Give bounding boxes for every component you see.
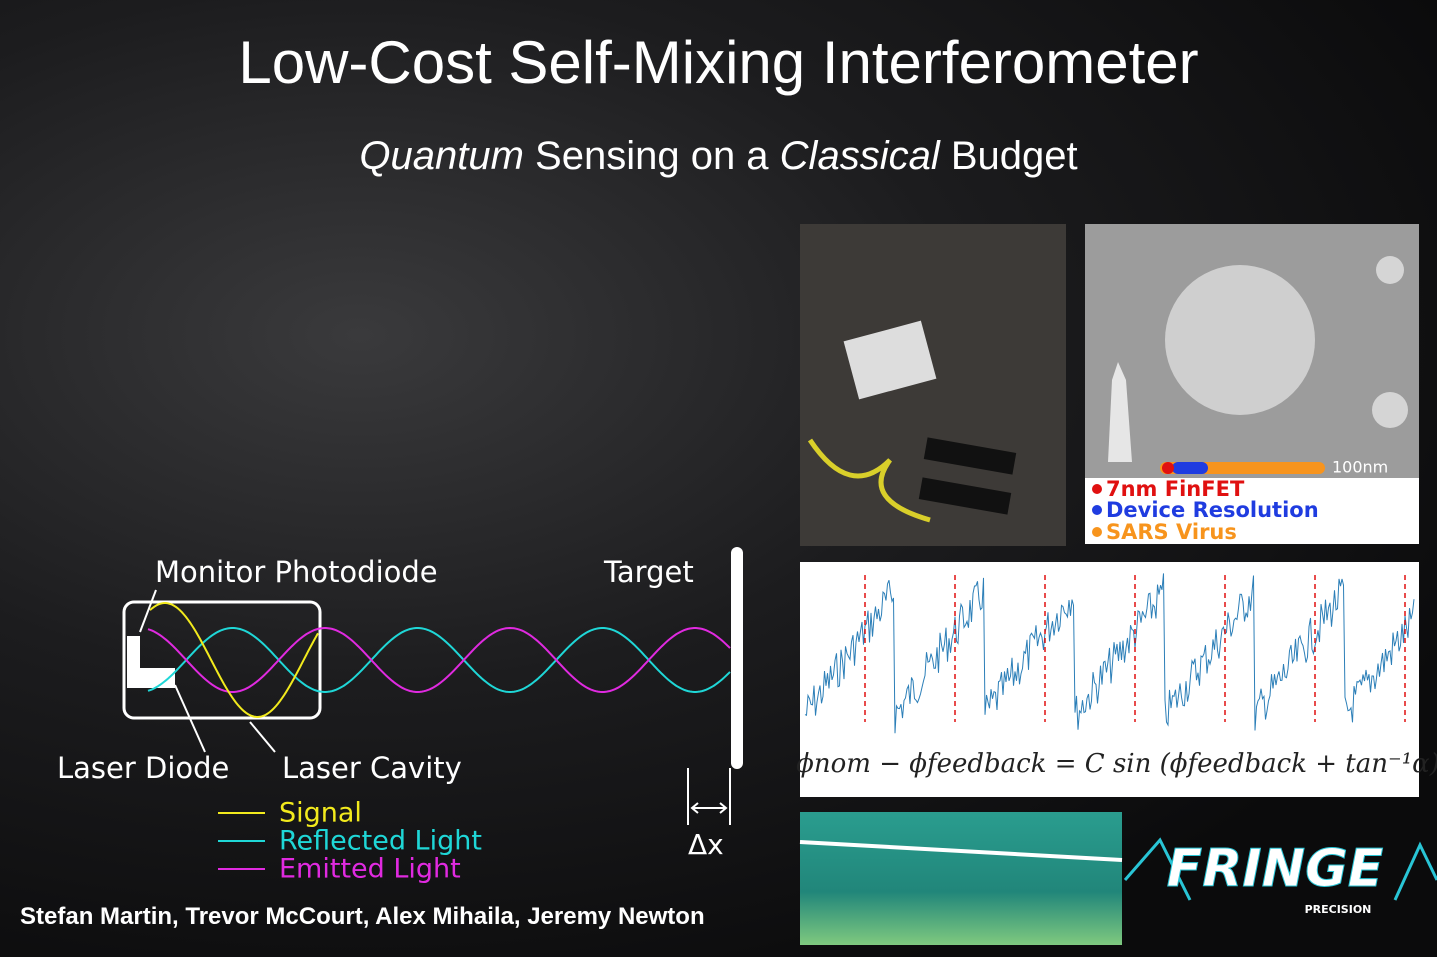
photo-cable [807, 438, 931, 523]
laser-diode [127, 636, 175, 688]
label: Laser Cavity [282, 751, 462, 785]
photo-battery [923, 437, 1017, 475]
signal-panel [800, 562, 1419, 797]
pointer [139, 589, 157, 633]
sem-legend: 7nm FinFET [1106, 477, 1245, 501]
scale-label: 100nm [1332, 458, 1388, 477]
sem-particle [1372, 392, 1408, 428]
photo-battery [918, 477, 1012, 515]
delta-arrow [690, 802, 728, 814]
subtitle: Quantum Sensing on a Classical Budget [0, 134, 1437, 179]
signal-plot [804, 573, 1415, 734]
subtitle-text: Sensing on a [535, 134, 769, 178]
scale-resolution [1172, 462, 1208, 474]
label: Target [603, 555, 694, 589]
signal-wave [149, 602, 319, 719]
legend-label: Reflected Light [279, 826, 482, 857]
legend-label: Emitted Light [279, 854, 461, 885]
scale-finfet [1162, 462, 1174, 474]
legend-dot [1092, 484, 1102, 494]
legend-dot [1092, 505, 1102, 515]
sem-legend: SARS Virus [1106, 520, 1237, 544]
laser-cavity [122, 600, 322, 720]
pointer [249, 721, 276, 753]
label: Δx [688, 828, 724, 861]
legend-dot [1092, 527, 1102, 537]
emitted-wave [147, 626, 731, 693]
equation: ϕnom − ϕfeedback = C sin (ϕfeedback + ta… [796, 749, 1437, 779]
sem-legend: Device Resolution [1106, 498, 1319, 522]
authors: Stefan Martin, Trevor McCourt, Alex Miha… [20, 903, 705, 930]
label: Monitor Photodiode [155, 555, 438, 589]
pointer [174, 684, 206, 753]
subtitle-em: Classical [779, 134, 940, 178]
signal-trace [804, 573, 1415, 734]
spectrogram-line [799, 840, 1123, 862]
logo-name: FRINGE [1167, 839, 1384, 899]
logo-tag: PRECISION [1305, 903, 1372, 916]
sem-virus [1165, 265, 1315, 415]
logo-wave [1123, 837, 1437, 901]
reflected-wave [147, 627, 731, 694]
spectrogram [800, 812, 1122, 945]
photo-device [843, 320, 937, 400]
legend-label: Signal [279, 798, 362, 829]
subtitle-text: Budget [950, 134, 1078, 178]
waves [147, 602, 731, 719]
title: Low-Cost Self-Mixing Interferometer [238, 29, 1199, 96]
label: Laser Diode [57, 751, 229, 785]
subtitle-em: Quantum [359, 134, 524, 178]
sem-particle [1376, 256, 1404, 284]
sem-finfet [1090, 362, 1150, 462]
